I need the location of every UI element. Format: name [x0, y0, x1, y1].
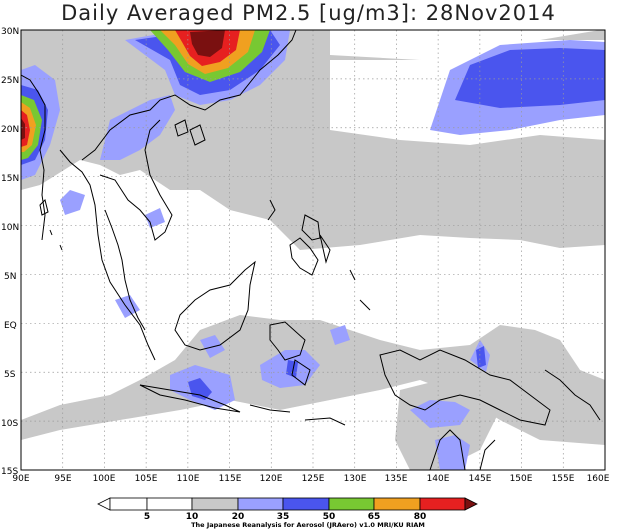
lat-label: 20N	[1, 125, 19, 135]
colorbar-swatch	[191, 497, 239, 511]
colorbar-tick: 65	[368, 512, 381, 522]
credit-text: The Japanese Reanalysis for Aerosol (JRA…	[191, 521, 425, 529]
colorbar-tick: 20	[232, 512, 245, 522]
longitude-labels: 90E 95E 100E 105E 110E 115E 120E 125E 13…	[12, 474, 609, 484]
lat-label: 15S	[1, 467, 18, 477]
colorbar-swatch	[146, 497, 193, 511]
lat-label: 10N	[1, 223, 19, 233]
colorbar-swatch	[328, 497, 375, 511]
lon-label: 150E	[510, 474, 533, 484]
colorbar-tick: 5	[144, 512, 150, 522]
colorbar-tick: 50	[323, 512, 336, 522]
lat-label: EQ	[4, 321, 17, 331]
colorbar-swatch	[109, 497, 148, 511]
lon-label: 110E	[177, 474, 200, 484]
lat-label: 5S	[4, 370, 16, 380]
colorbar-swatch	[373, 497, 421, 511]
lon-label: 115E	[219, 474, 242, 484]
colorbar-tick: 10	[186, 512, 199, 522]
colorbar-max-arrow	[464, 497, 478, 511]
lon-label: 95E	[54, 474, 71, 484]
colorbar: 5 10 20 35 50 65 80	[97, 497, 478, 522]
lon-label: 120E	[260, 474, 283, 484]
coastlines	[21, 30, 601, 470]
lat-label: 30N	[1, 27, 19, 37]
lon-label: 140E	[427, 474, 450, 484]
lon-label: 145E	[469, 474, 492, 484]
colorbar-tick: 80	[414, 512, 427, 522]
lat-label: 15N	[1, 174, 19, 184]
map-title: Daily Averaged PM2.5 [ug/m3]: 28Nov2014	[61, 1, 556, 25]
lon-label: 125E	[302, 474, 325, 484]
colorbar-tick: 35	[277, 512, 290, 522]
lon-label: 155E	[552, 474, 575, 484]
lat-label: 5N	[4, 272, 16, 282]
latitude-labels: 30N 25N 20N 15N 10N 5N EQ 5S 10S 15S	[1, 27, 19, 477]
lon-label: 160E	[587, 474, 610, 484]
lon-label: 130E	[344, 474, 367, 484]
colorbar-min-arrow	[97, 497, 111, 511]
lat-label: 10S	[1, 419, 18, 429]
colorbar-swatch	[237, 497, 284, 511]
lon-label: 105E	[135, 474, 158, 484]
colorbar-swatch	[282, 497, 330, 511]
lon-label: 100E	[93, 474, 116, 484]
lon-label: 90E	[12, 474, 29, 484]
concentration-shading	[21, 30, 605, 470]
lat-label: 25N	[1, 76, 19, 86]
map-frame	[20, 29, 606, 471]
colorbar-swatch	[419, 497, 466, 511]
lon-label: 135E	[385, 474, 408, 484]
